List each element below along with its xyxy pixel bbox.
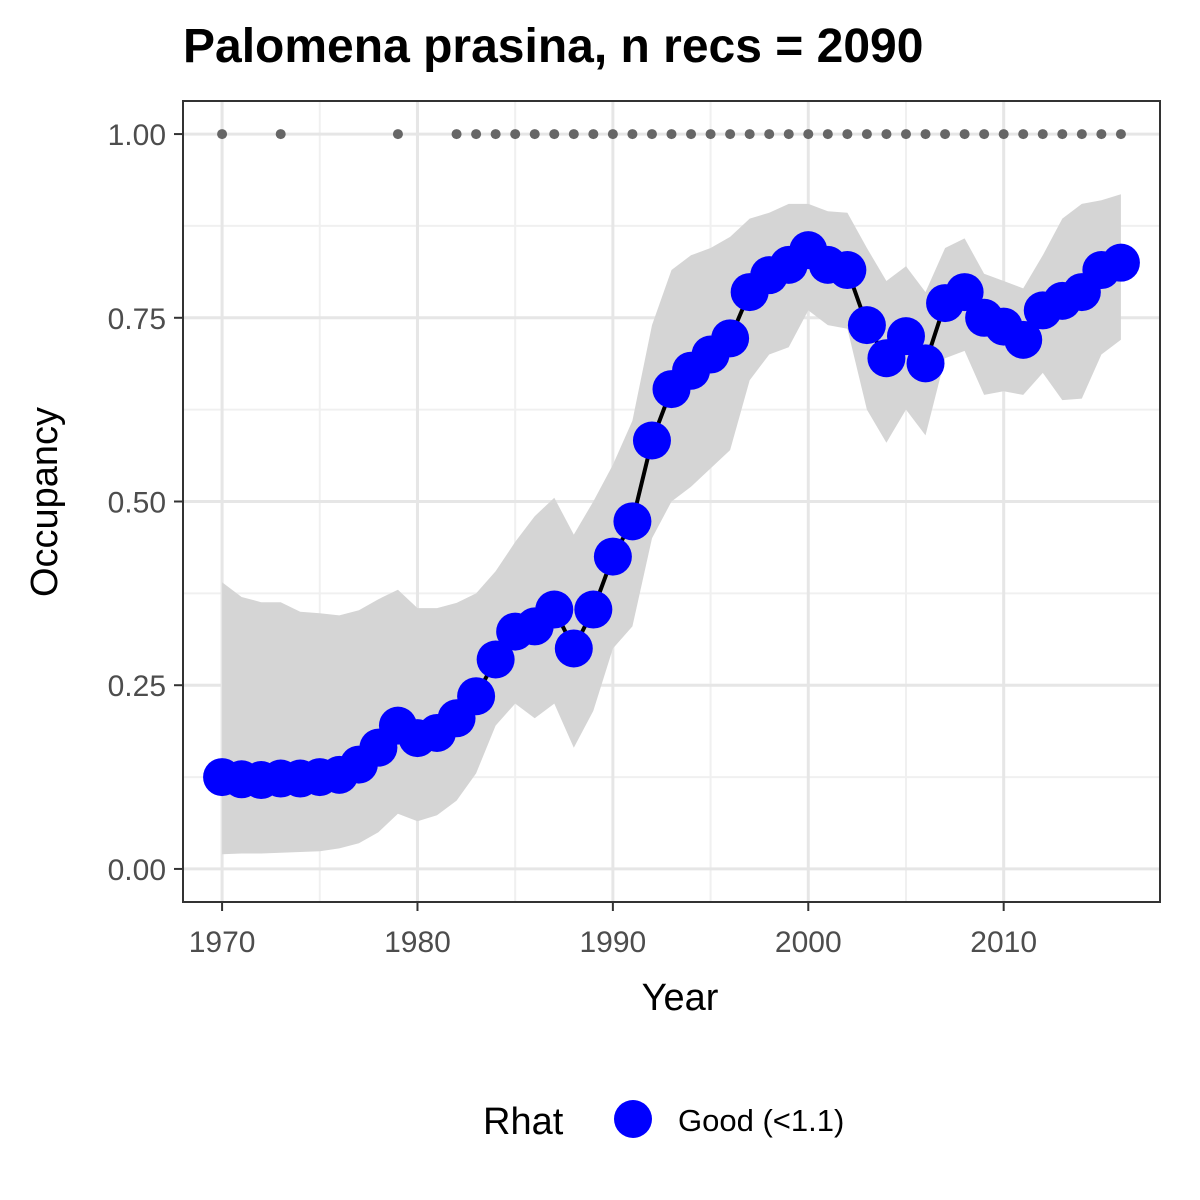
legend-key-good: [614, 1100, 652, 1138]
data-indicator-dot: [803, 129, 814, 140]
x-tick-label: 1990: [580, 926, 647, 959]
occupancy-point: [1101, 243, 1140, 282]
data-indicator-dot: [1096, 129, 1107, 140]
y-axis-ticks: 0.00 0.25 0.50 0.75 1.00: [108, 119, 183, 887]
legend: Rhat Good (<1.1): [483, 1100, 844, 1143]
data-indicator-dot: [842, 129, 853, 140]
data-indicator-dot: [900, 129, 911, 140]
data-indicator-dot: [627, 129, 638, 140]
occupancy-point: [828, 251, 867, 290]
data-indicator-dot: [979, 129, 990, 140]
data-indicator-dot: [666, 129, 677, 140]
data-indicator-dot: [529, 129, 540, 140]
y-tick-label: 0.25: [108, 670, 166, 703]
occupancy-point: [535, 590, 574, 629]
data-indicator-dot: [490, 129, 501, 140]
occupancy-point: [476, 640, 515, 679]
occupancy-point: [847, 306, 886, 345]
data-indicator-dot: [920, 129, 931, 140]
data-indicator-dot: [451, 129, 462, 140]
data-indicator-dot: [881, 129, 892, 140]
chart-title: Palomena prasina, n recs = 2090: [183, 20, 923, 73]
data-indicator-dot: [275, 129, 286, 140]
legend-title: Rhat: [483, 1101, 564, 1143]
occupancy-points: [203, 231, 1140, 800]
data-indicator-dot: [822, 129, 833, 140]
legend-label-good: Good (<1.1): [678, 1103, 844, 1138]
x-tick-label: 1980: [384, 926, 451, 959]
data-indicator-dots: [217, 129, 1126, 140]
data-indicator-dot: [1115, 129, 1126, 140]
data-indicator-dot: [646, 129, 657, 140]
data-indicator-dot: [725, 129, 736, 140]
data-indicator-dot: [549, 129, 560, 140]
data-indicator-dot: [686, 129, 697, 140]
occupancy-point: [554, 629, 593, 668]
x-tick-label: 2010: [970, 926, 1037, 959]
data-indicator-dot: [217, 129, 228, 140]
data-indicator-dot: [940, 129, 951, 140]
occupancy-point: [886, 317, 925, 356]
x-tick-label: 1970: [189, 926, 256, 959]
data-indicator-dot: [588, 129, 599, 140]
data-indicator-dot: [705, 129, 716, 140]
occupancy-point: [613, 502, 652, 541]
data-indicator-dot: [744, 129, 755, 140]
y-tick-label: 1.00: [108, 119, 166, 152]
y-tick-label: 0.50: [108, 487, 166, 520]
data-indicator-dot: [1037, 129, 1048, 140]
data-indicator-dot: [1057, 129, 1068, 140]
occupancy-point: [574, 590, 613, 629]
data-indicator-dot: [568, 129, 579, 140]
occupancy-point: [457, 677, 496, 716]
data-indicator-dot: [861, 129, 872, 140]
y-tick-label: 0.75: [108, 303, 166, 336]
data-indicator-dot: [764, 129, 775, 140]
data-indicator-dot: [783, 129, 794, 140]
y-axis-title: Occupancy: [24, 407, 66, 597]
data-indicator-dot: [392, 129, 403, 140]
occupancy-point: [632, 421, 671, 460]
occupancy-point: [593, 537, 632, 576]
y-tick-label: 0.00: [108, 854, 166, 887]
occupancy-point: [711, 319, 750, 358]
x-axis-ticks: 1970 1980 1990 2000 2010: [189, 902, 1037, 959]
data-indicator-dot: [959, 129, 970, 140]
occupancy-point: [1004, 320, 1043, 359]
occupancy-point: [945, 273, 984, 312]
data-indicator-dot: [998, 129, 1009, 140]
data-indicator-dot: [1076, 129, 1087, 140]
x-axis-title: Year: [642, 977, 719, 1019]
data-indicator-dot: [1018, 129, 1029, 140]
data-indicator-dot: [510, 129, 521, 140]
data-indicator-dot: [607, 129, 618, 140]
occupancy-point: [906, 344, 945, 383]
data-indicator-dot: [471, 129, 482, 140]
x-tick-label: 2000: [775, 926, 842, 959]
